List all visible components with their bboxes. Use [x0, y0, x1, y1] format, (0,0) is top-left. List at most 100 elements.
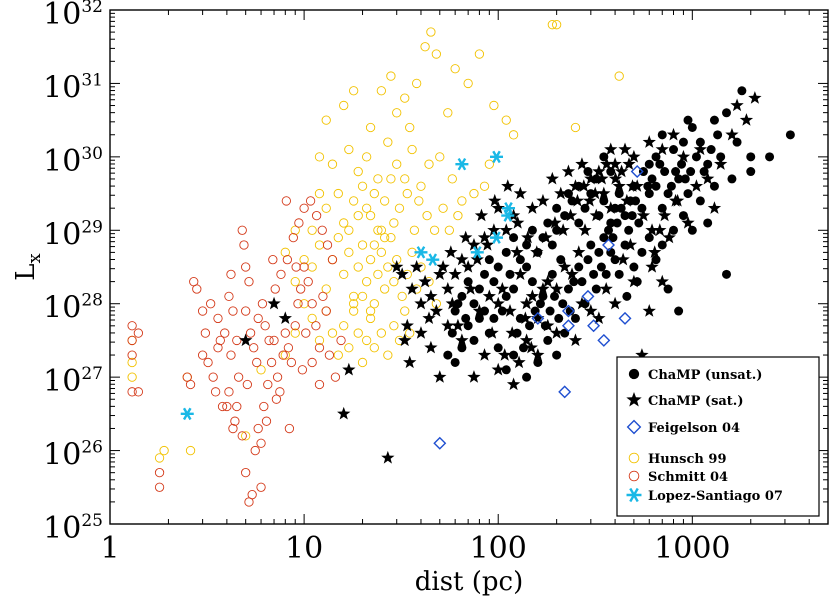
data-point: [222, 401, 232, 412]
data-point: [444, 225, 454, 235]
data-point: [482, 289, 496, 303]
data-point: [403, 355, 417, 369]
data-point: [612, 179, 626, 192]
data-point: [604, 201, 618, 214]
data-point: [297, 365, 308, 375]
legend-label-champ-unsat: ChaMP (unsat.): [648, 368, 762, 383]
data-point: [706, 145, 716, 155]
data-point: [489, 313, 499, 323]
data-point: [220, 328, 230, 338]
data-point: [645, 223, 659, 236]
data-point: [580, 203, 590, 213]
data-point: [365, 122, 376, 133]
data-point: [695, 137, 705, 147]
data-point: [510, 245, 524, 258]
data-point: [376, 328, 387, 338]
data-point: [365, 255, 376, 265]
data-point: [333, 350, 343, 360]
data-point: [228, 423, 238, 434]
data-point: [420, 42, 430, 52]
data-point: [185, 445, 196, 456]
data-point: [560, 328, 570, 338]
data-point: [676, 149, 691, 163]
x-tick-label: 1: [100, 531, 119, 566]
data-point: [631, 196, 641, 206]
data-point: [402, 188, 412, 199]
data-point: [467, 370, 481, 383]
data-point: [272, 372, 283, 382]
data-point: [389, 277, 399, 287]
data-point: [505, 269, 515, 279]
data-point: [386, 71, 396, 81]
data-point: [647, 174, 657, 184]
data-point: [276, 269, 286, 279]
data-point: [541, 318, 555, 332]
data-point: [686, 167, 696, 177]
data-point: [283, 343, 294, 353]
data-point: [386, 174, 396, 184]
data-point: [256, 482, 266, 492]
data-point: [405, 282, 419, 295]
data-point: [414, 326, 428, 339]
data-point: [518, 311, 533, 325]
data-point: [197, 306, 208, 316]
data-point: [224, 387, 234, 397]
data-point: [237, 225, 247, 235]
data-point: [519, 343, 529, 353]
data-point: [261, 416, 272, 426]
data-point: [457, 291, 467, 301]
data-point: [455, 252, 469, 266]
data-point: [614, 269, 624, 279]
data-point: [666, 181, 676, 191]
y-tick-label: 1025: [43, 511, 103, 546]
data-point: [383, 350, 393, 360]
data-point: [264, 335, 274, 346]
data-point: [714, 157, 728, 170]
data-point: [127, 350, 137, 360]
data-point: [561, 164, 576, 178]
data-point: [671, 167, 681, 177]
data-point: [443, 350, 453, 360]
data-point: [299, 255, 309, 265]
data-point: [416, 181, 426, 191]
data-point: [618, 142, 632, 156]
data-point: [241, 306, 251, 316]
legend: ChaMP (unsat.) ChaMP (sat.) Feigelson 04…: [616, 356, 820, 517]
data-point: [389, 321, 399, 331]
data-point: [405, 122, 415, 133]
data-point: [269, 335, 279, 346]
data-point: [245, 328, 256, 338]
data-point: [336, 335, 346, 346]
data-point: [389, 218, 399, 228]
data-point: [441, 318, 455, 332]
data-point: [267, 296, 281, 310]
data-point: [133, 328, 144, 338]
data-point: [648, 245, 662, 258]
points-layer: [127, 20, 795, 507]
x-tick-label: 1000: [654, 531, 730, 566]
data-point: [501, 179, 515, 192]
data-point: [678, 137, 688, 147]
data-point: [663, 189, 673, 199]
data-point: [644, 233, 654, 243]
legend-label-schmitt: Schmitt 04: [648, 470, 728, 485]
data-point: [508, 130, 519, 140]
data-point: [725, 127, 739, 141]
data-point: [627, 211, 637, 221]
data-point: [270, 284, 280, 294]
data-point: [337, 406, 351, 420]
data-point: [210, 387, 221, 397]
legend-box: [616, 356, 820, 517]
data-point: [490, 231, 504, 244]
data-point: [493, 262, 503, 272]
data-point: [213, 343, 223, 353]
data-point: [634, 218, 644, 228]
data-point: [561, 304, 575, 318]
data-point: [695, 196, 705, 206]
data-point: [655, 274, 669, 288]
data-point: [563, 284, 573, 294]
data-point: [519, 296, 534, 310]
data-point: [608, 233, 618, 243]
data-point: [497, 306, 507, 316]
data-point: [584, 171, 598, 185]
